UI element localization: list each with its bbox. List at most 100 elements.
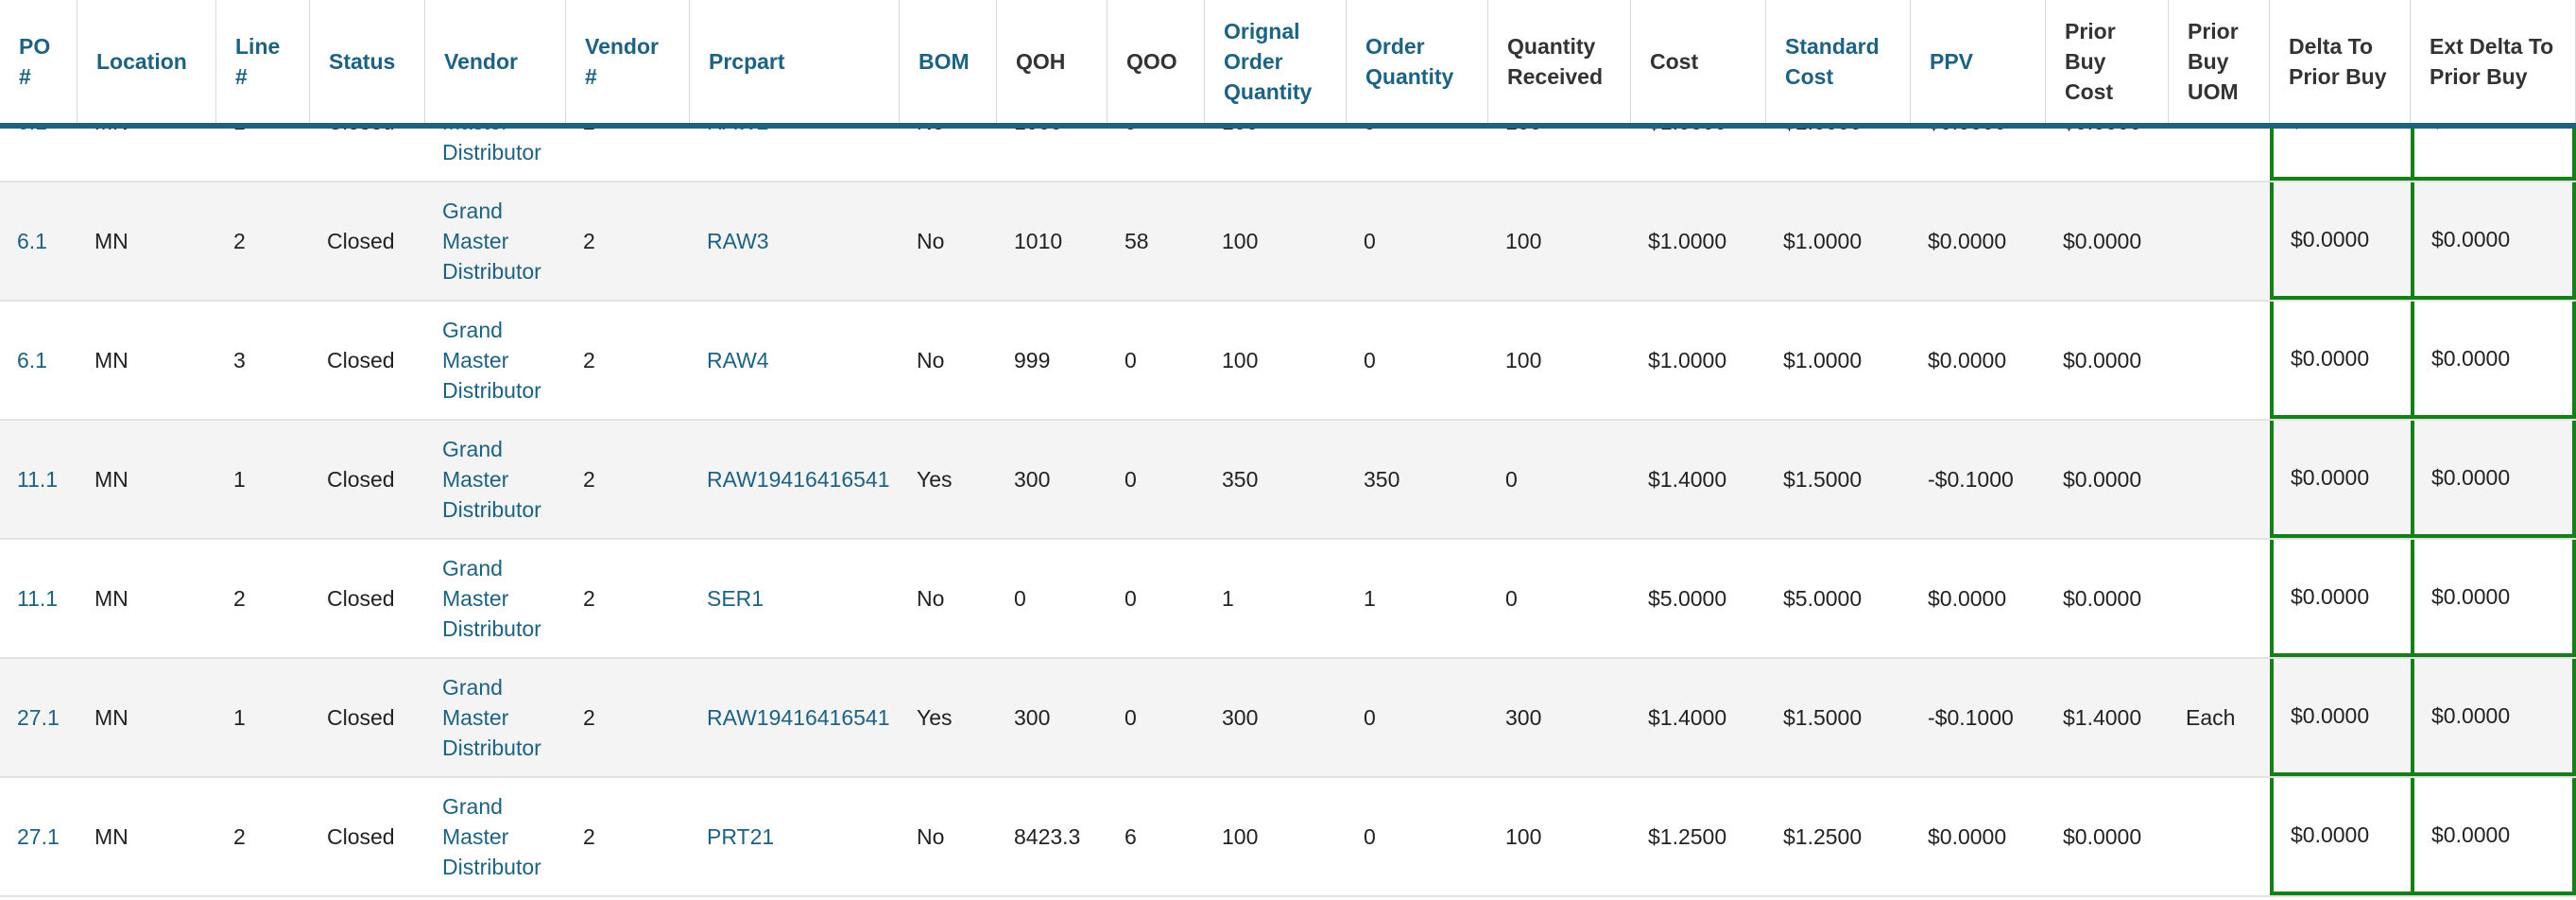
status-value: Closed [327, 467, 395, 492]
column-header-label: Vendor [444, 49, 518, 74]
cell-po[interactable]: 11.1 [0, 540, 77, 657]
column-header-label: Ext Delta To Prior Buy [2430, 34, 2554, 89]
column-header-order-quantity[interactable]: Order Quantity [1347, 0, 1488, 123]
order-quantity-value: 0 [1364, 229, 1376, 253]
column-header-label: Cost [1650, 49, 1699, 74]
column-header-label: PPV [1930, 49, 1974, 74]
cell-prcpart[interactable]: RAW3 [690, 182, 900, 300]
cell-ext-delta-to-prior-buy: $0.0000 [2411, 182, 2576, 300]
delta-to-prior-buy-value: $0.0000 [2291, 703, 2370, 728]
delta-to-prior-buy-value: $0.0000 [2291, 584, 2370, 609]
column-header-status[interactable]: Status [310, 0, 425, 123]
vendor-number-value: 2 [583, 586, 595, 611]
column-header-original-order-quantity[interactable]: Orignal Order Quantity [1205, 0, 1347, 123]
prior-buy-cost-value: $1.4000 [2063, 705, 2142, 730]
bom-value: Yes [917, 705, 953, 730]
cell-ppv: $0.0000 [1911, 302, 2046, 419]
cell-ppv: -$0.1000 [1911, 659, 2046, 776]
vendor-link[interactable]: Grand Master Distributor [442, 199, 541, 284]
po-link[interactable]: 11.1 [17, 586, 59, 611]
location-value: MN [94, 348, 129, 372]
cell-prcpart[interactable]: RAW4 [690, 302, 900, 419]
cell-po[interactable]: 11.1 [0, 421, 77, 538]
cell-prcpart[interactable]: RAW19416416541 [690, 421, 900, 538]
prcpart-link[interactable]: RAW4 [707, 348, 769, 372]
column-header-po[interactable]: PO # [0, 0, 77, 123]
po-link[interactable]: 27.1 [17, 705, 60, 730]
column-header-label: PO # [19, 34, 51, 89]
cell-quantity-received: 100 [1488, 302, 1631, 419]
column-header-location[interactable]: Location [77, 0, 216, 123]
ppv-value: $0.0000 [1928, 348, 2007, 372]
prcpart-link[interactable]: PRT21 [707, 824, 775, 849]
cell-delta-to-prior-buy: $0.0000 [2270, 540, 2411, 657]
cell-vendor[interactable]: Grand Master Distributor [425, 778, 566, 895]
location-value: MN [94, 229, 129, 253]
cell-delta-to-prior-buy: $0.0000 [2270, 182, 2411, 300]
column-header-ext-delta-to-prior-buy: Ext Delta To Prior Buy [2411, 0, 2576, 123]
qoh-value: 0 [1014, 586, 1026, 611]
column-header-ppv[interactable]: PPV [1911, 0, 2046, 123]
cell-ext-delta-to-prior-buy: $0.0000 [2411, 778, 2576, 895]
cell-line: 2 [216, 182, 310, 300]
vendor-link[interactable]: Grand Master Distributor [442, 675, 541, 760]
cell-po[interactable]: 27.1 [0, 659, 77, 776]
cell-vendor[interactable]: Grand Master Distributor [425, 540, 566, 657]
cell-qoo: 0 [1108, 421, 1205, 538]
standard-cost-value: $1.2500 [1783, 824, 1863, 849]
po-link[interactable]: 6.1 [17, 348, 47, 372]
cell-line: 1 [216, 421, 310, 538]
column-header-bom[interactable]: BOM [900, 0, 997, 123]
column-header-label: Status [329, 49, 396, 74]
vendor-link[interactable]: Grand Master Distributor [442, 556, 541, 641]
cell-location: MN [77, 302, 216, 419]
prior-buy-cost-value: $0.0000 [2063, 229, 2142, 253]
prior-buy-cost-value: $0.0000 [2063, 467, 2142, 492]
cell-quantity-received: 100 [1488, 778, 1631, 895]
prcpart-link[interactable]: RAW3 [707, 229, 769, 253]
ppv-value: -$0.1000 [1928, 467, 2014, 492]
column-header-vendor-number[interactable]: Vendor # [566, 0, 690, 123]
po-link[interactable]: 6.1 [17, 229, 47, 253]
cell-original-order-quantity: 350 [1205, 421, 1347, 538]
cell-original-order-quantity: 100 [1205, 182, 1347, 300]
line-value: 1 [233, 705, 246, 730]
cell-ext-delta-to-prior-buy: $0.0000 [2411, 659, 2576, 776]
cell-vendor[interactable]: Grand Master Distributor [425, 659, 566, 776]
cell-bom: No [900, 540, 997, 657]
vendor-link[interactable]: Grand Master Distributor [442, 318, 541, 403]
cell-vendor[interactable]: Grand Master Distributor [425, 302, 566, 419]
cell-cost: $1.0000 [1631, 182, 1766, 300]
column-header-label: Quantity Received [1507, 34, 1604, 89]
original-order-quantity-value: 100 [1222, 348, 1259, 372]
prcpart-link[interactable]: RAW19416416541 [707, 467, 890, 492]
cell-vendor[interactable]: Grand Master Distributor [425, 421, 566, 538]
cell-delta-to-prior-buy: $0.0000 [2270, 778, 2411, 895]
column-header-prcpart[interactable]: Prcpart [690, 0, 900, 123]
po-link[interactable]: 11.1 [17, 467, 59, 492]
column-header-standard-cost[interactable]: Standard Cost [1766, 0, 1911, 123]
status-value: Closed [327, 824, 395, 849]
cell-prcpart[interactable]: SER1 [690, 540, 900, 657]
cell-po[interactable]: 6.1 [0, 302, 77, 419]
vendor-link[interactable]: Grand Master Distributor [442, 794, 541, 879]
cell-prcpart[interactable]: PRT21 [690, 778, 900, 895]
prcpart-link[interactable]: RAW19416416541 [707, 705, 890, 730]
cell-po[interactable]: 27.1 [0, 778, 77, 895]
cell-qoh: 1010 [997, 182, 1108, 300]
cell-po[interactable]: 6.1 [0, 182, 77, 300]
cell-ext-delta-to-prior-buy: $0.0000 [2411, 302, 2576, 419]
cell-standard-cost: $1.0000 [1766, 302, 1911, 419]
original-order-quantity-value: 100 [1222, 824, 1259, 849]
cost-value: $1.0000 [1648, 348, 1727, 372]
cell-status: Closed [310, 778, 425, 895]
column-header-vendor[interactable]: Vendor [425, 0, 566, 123]
column-header-line[interactable]: Line # [216, 0, 310, 123]
cell-vendor[interactable]: Grand Master Distributor [425, 182, 566, 300]
ext-delta-to-prior-buy-value: $0.0000 [2431, 465, 2511, 490]
po-link[interactable]: 27.1 [17, 824, 60, 849]
vendor-link[interactable]: Grand Master Distributor [442, 437, 541, 522]
prcpart-link[interactable]: SER1 [707, 586, 764, 611]
cell-prcpart[interactable]: RAW19416416541 [690, 659, 900, 776]
line-value: 1 [233, 467, 246, 492]
